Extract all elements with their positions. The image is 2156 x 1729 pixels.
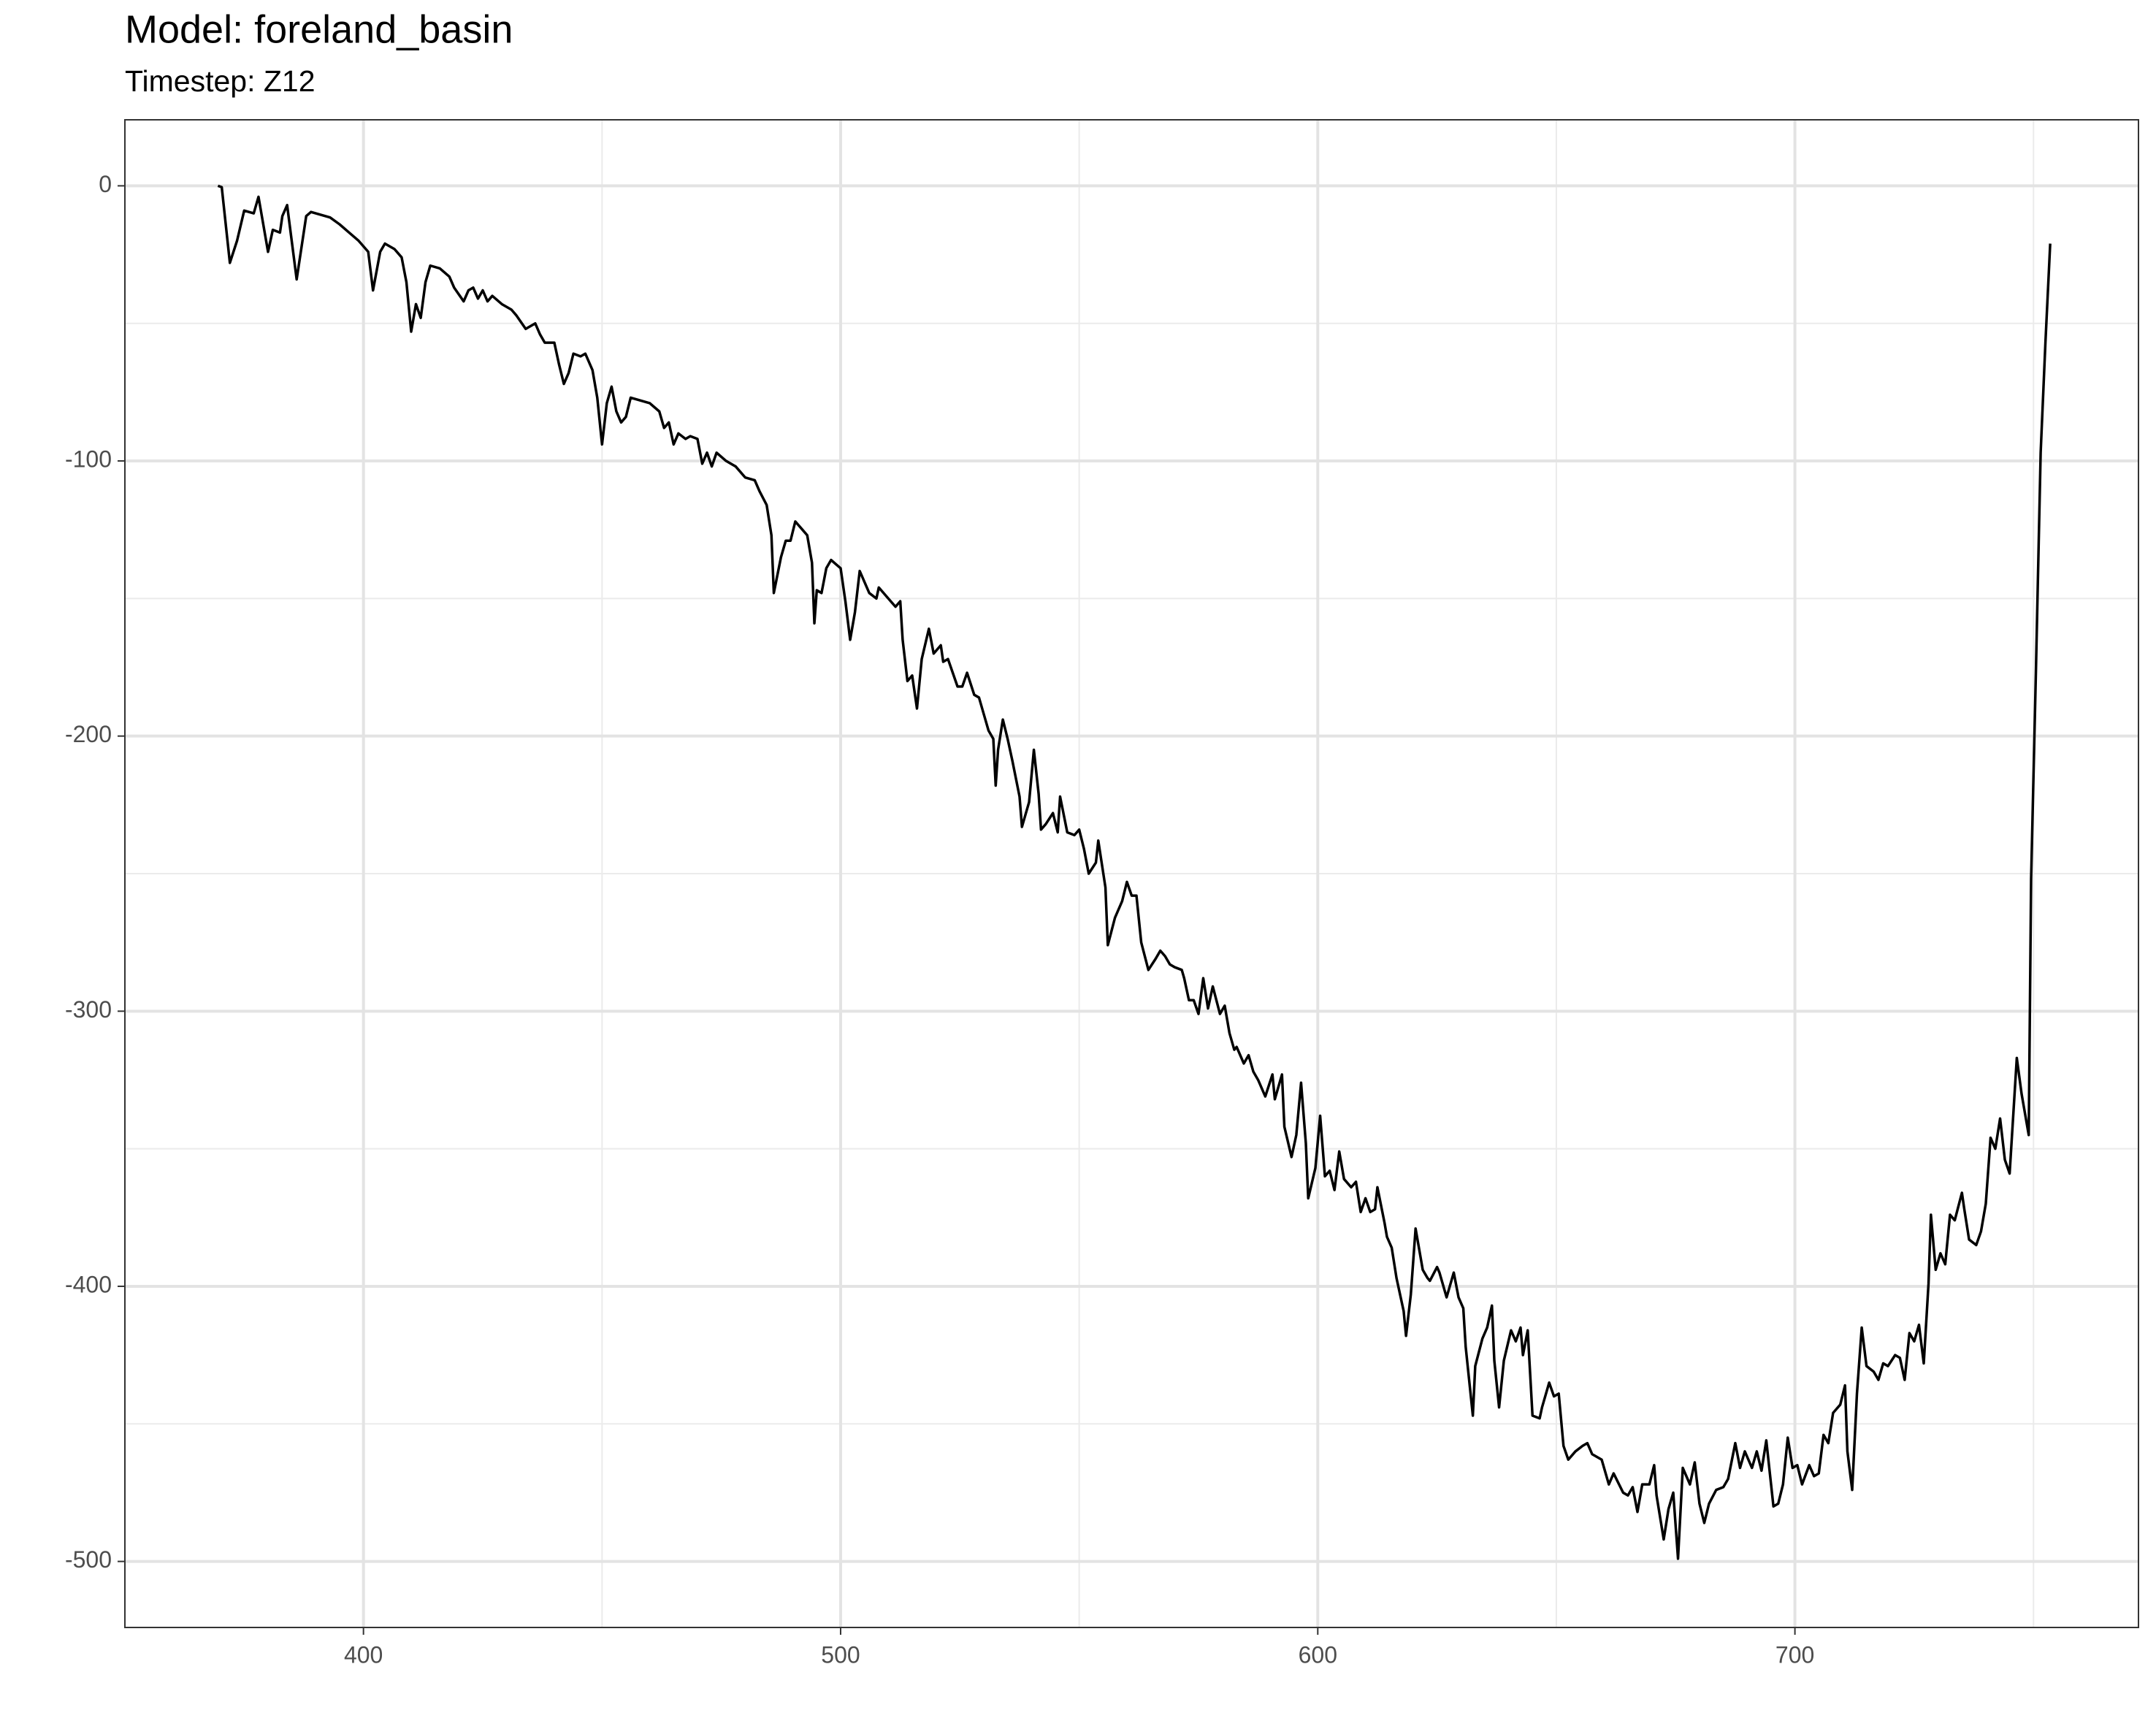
x-tick-label: 600: [1299, 1641, 1337, 1668]
y-tick-label: 0: [99, 171, 112, 197]
x-tick-label: 500: [821, 1641, 860, 1668]
chart-title: Model: foreland_basin: [125, 7, 513, 51]
y-tick-label: -100: [65, 446, 112, 472]
y-tick-label: -200: [65, 721, 112, 747]
y-tick-label: -500: [65, 1546, 112, 1573]
y-tick-label: -300: [65, 996, 112, 1023]
x-tick-label: 700: [1775, 1641, 1814, 1668]
x-tick-label: 400: [344, 1641, 383, 1668]
y-tick-label: -400: [65, 1271, 112, 1297]
data-line: [217, 184, 2052, 1560]
chart-subtitle: Timestep: Z12: [125, 64, 316, 98]
panel-border: [124, 119, 2139, 1628]
